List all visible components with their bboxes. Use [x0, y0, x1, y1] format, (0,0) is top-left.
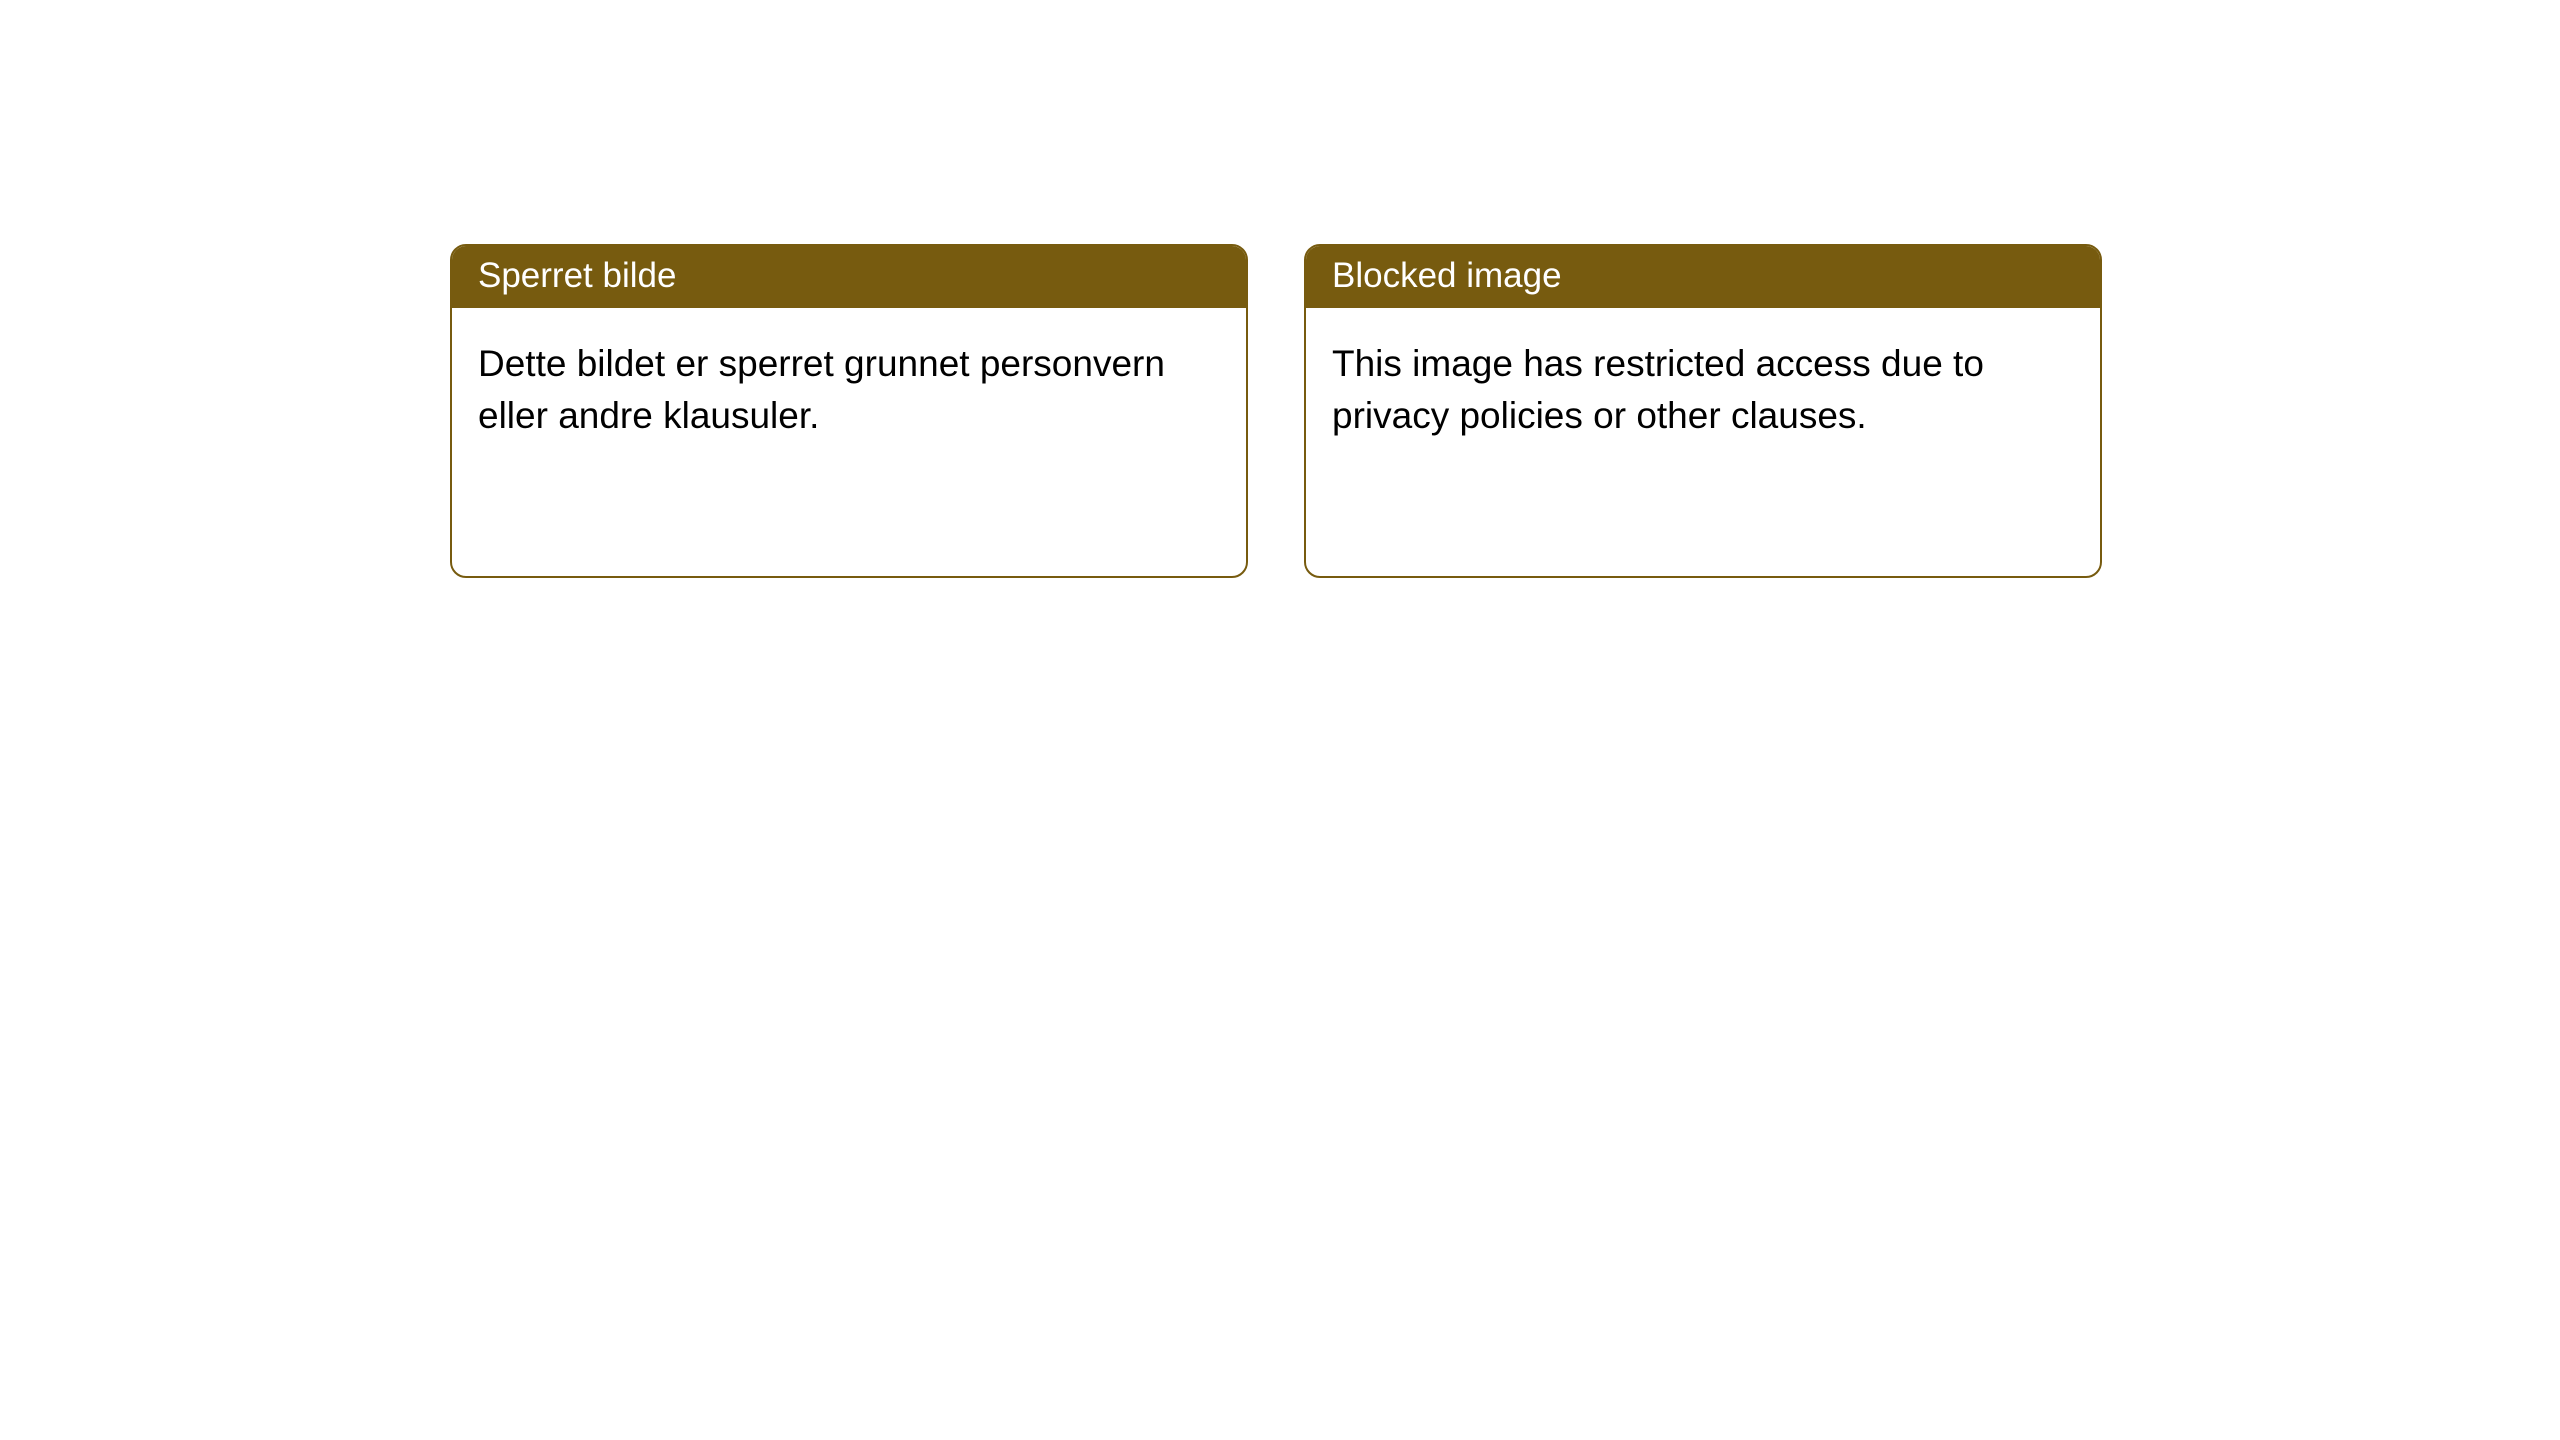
card-body: Dette bildet er sperret grunnet personve…: [452, 308, 1246, 462]
card-body: This image has restricted access due to …: [1306, 308, 2100, 462]
card-header: Sperret bilde: [452, 246, 1246, 308]
blocked-image-card-no: Sperret bilde Dette bildet er sperret gr…: [450, 244, 1248, 578]
blocked-image-card-en: Blocked image This image has restricted …: [1304, 244, 2102, 578]
card-header: Blocked image: [1306, 246, 2100, 308]
cards-container: Sperret bilde Dette bildet er sperret gr…: [450, 244, 2102, 578]
